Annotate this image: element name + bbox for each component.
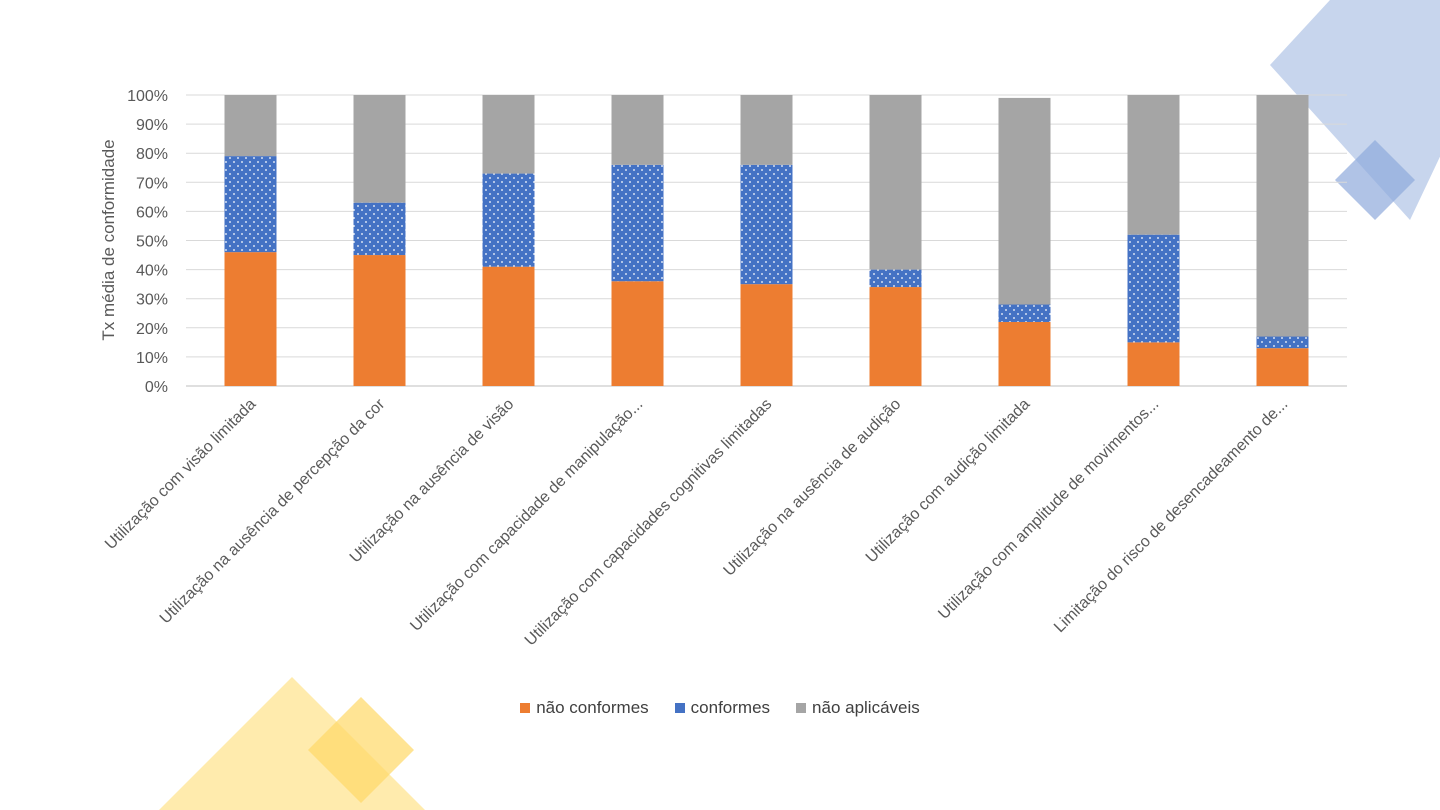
bar-segment-conformant <box>482 173 535 267</box>
bar-segment-not-applicable <box>353 95 406 203</box>
bar-segment-non-conformant <box>482 266 535 386</box>
bar-segment-not-applicable <box>740 95 793 165</box>
y-axis-ticks: 0% 10% 20% 30% 40% 50% 60% 70% 80% 90% 100% <box>127 88 168 396</box>
y-tick-label: 30% <box>136 292 168 309</box>
legend-swatch-non-conformant <box>520 703 531 713</box>
bar-segment-not-applicable <box>1256 95 1309 337</box>
legend: não conformes conformes não aplicáveis <box>0 698 1440 718</box>
bar-segment-conformant <box>998 304 1051 322</box>
legend-label-non-conformant: não conformes <box>536 698 649 717</box>
bar-segment-conformant <box>224 156 277 253</box>
x-category-label: Utilização com visão limitada <box>102 396 259 553</box>
bar-segment-non-conformant <box>740 284 793 386</box>
bar-segment-not-applicable <box>224 95 277 157</box>
y-tick-label: 50% <box>136 234 168 251</box>
legend-item-conformant: conformes <box>674 698 771 718</box>
x-category-label: Limitação do risco de desencadeamento de… <box>1051 396 1291 636</box>
bar-segment-non-conformant <box>1127 342 1180 386</box>
legend-label-conformant: conformes <box>690 698 771 717</box>
bar-segment-non-conformant <box>869 287 922 386</box>
bar-segment-conformant <box>611 164 664 282</box>
bar-segment-not-applicable <box>869 95 922 270</box>
y-tick-label: 0% <box>145 379 168 396</box>
y-axis-title: Tx média de conformidade <box>99 139 118 340</box>
y-tick-label: 80% <box>136 146 168 163</box>
blue-diamond-small <box>1335 140 1415 220</box>
legend-swatch-not-applicable <box>796 703 807 713</box>
legend-label-not-applicable: não aplicáveis <box>812 698 920 717</box>
yellow-diamond-small <box>308 697 414 803</box>
bar-segment-conformant <box>869 269 922 288</box>
x-category-label: Utilização com capacidade de manipulação… <box>407 396 646 635</box>
bar-segment-conformant <box>353 202 406 256</box>
bar-segment-non-conformant <box>611 281 664 386</box>
bar-segment-not-applicable <box>611 95 664 165</box>
bar-segment-conformant <box>1127 234 1180 343</box>
legend-item-non-conformant: não conformes <box>520 698 649 718</box>
bar-segment-not-applicable <box>482 95 535 174</box>
bar-segment-non-conformant <box>353 255 406 386</box>
bar-segment-conformant <box>1256 336 1309 349</box>
y-tick-label: 100% <box>127 88 168 105</box>
bar-segment-non-conformant <box>1256 348 1309 386</box>
bar-segment-non-conformant <box>224 252 277 386</box>
x-category-label: Utilização na ausência de percepção da c… <box>157 395 389 627</box>
y-tick-label: 20% <box>136 321 168 338</box>
y-tick-label: 70% <box>136 175 168 192</box>
y-tick-label: 40% <box>136 263 168 280</box>
bars <box>224 95 1309 386</box>
y-tick-label: 90% <box>136 117 168 134</box>
bar-segment-conformant <box>740 164 793 285</box>
bar-segment-not-applicable <box>998 97 1051 305</box>
x-axis-labels: Utilização com visão limitadaUtilização … <box>102 395 1291 649</box>
bar-segment-not-applicable <box>1127 95 1180 235</box>
legend-item-not-applicable: não aplicáveis <box>796 698 920 718</box>
x-category-label: Utilização com capacidades cognitivas li… <box>522 396 775 649</box>
legend-swatch-conformant <box>674 703 685 713</box>
bar-segment-non-conformant <box>998 321 1051 386</box>
y-tick-label: 10% <box>136 350 168 367</box>
x-category-label: Utilização com amplitude de movimentos..… <box>935 396 1162 623</box>
y-tick-label: 60% <box>136 204 168 221</box>
